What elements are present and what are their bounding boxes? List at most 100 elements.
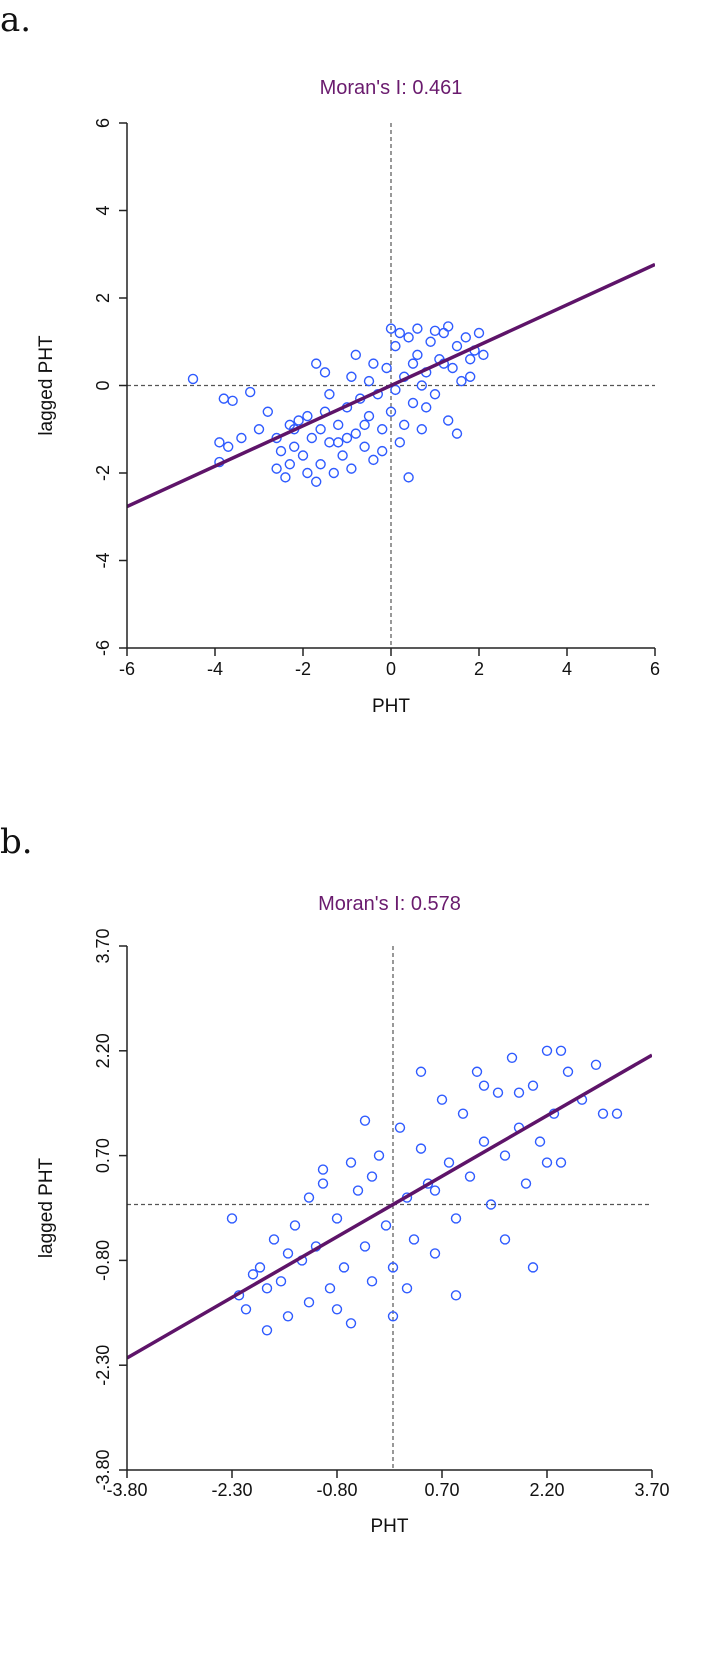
data-point [331, 1304, 343, 1315]
y-tick-label: -2 [93, 465, 113, 481]
data-point [416, 380, 427, 391]
data-point [429, 1185, 441, 1196]
y-tick-label: -4 [93, 552, 113, 568]
data-point [368, 358, 379, 369]
data-point [271, 432, 282, 444]
scatter-chart-a: Moran's I: 0.461 -6 -4 -2 0 2 4 6 -6 -4 -2 0 2 4 6 PHT l… [36, 77, 660, 717]
data-point [590, 1059, 602, 1070]
data-point [366, 1171, 378, 1182]
y-tick-label: -3.80 [93, 1449, 113, 1490]
fit-line [127, 262, 655, 509]
y-tick-label: 3.70 [93, 928, 113, 963]
data-point [275, 445, 287, 457]
data-point [451, 428, 463, 439]
data-point [407, 397, 419, 409]
data-point [187, 373, 199, 385]
y-tick-label: 0.70 [93, 1138, 113, 1173]
data-point [368, 454, 379, 466]
data-point [381, 362, 392, 374]
data-point [407, 358, 419, 369]
x-tick-label: 4 [562, 659, 572, 679]
data-point [240, 1304, 252, 1315]
panel-label-b: b. [0, 822, 33, 862]
data-point [302, 410, 313, 422]
chart-title: Moran's I: 0.461 [320, 77, 463, 99]
data-point [478, 349, 489, 361]
data-point [412, 349, 423, 361]
data-point [244, 386, 256, 398]
data-point [436, 1094, 448, 1105]
data-point [429, 389, 441, 400]
data-point [506, 1052, 518, 1063]
data-point [359, 441, 370, 452]
x-tick-label: 0.70 [424, 1480, 459, 1500]
data-point [562, 1066, 574, 1077]
data-point [541, 1157, 553, 1168]
data-point [218, 393, 230, 404]
data-point [280, 472, 291, 483]
data-point [359, 419, 370, 431]
data-point [317, 1178, 329, 1189]
data-point [366, 1276, 378, 1287]
data-point [380, 1220, 392, 1231]
data-point [385, 406, 397, 417]
data-point [345, 1157, 357, 1168]
data-point [319, 367, 331, 378]
data-point [373, 1150, 385, 1161]
data-point [394, 327, 405, 339]
data-point [429, 1248, 441, 1259]
data-point [262, 406, 273, 417]
data-point [597, 1108, 609, 1119]
x-tick-label: 6 [650, 659, 660, 679]
data-point [282, 1311, 294, 1322]
data-point [328, 467, 339, 479]
data-point [261, 1283, 273, 1294]
data-point [513, 1087, 525, 1098]
data-point [236, 432, 247, 444]
data-point [443, 1157, 455, 1168]
data-point [341, 432, 353, 444]
data-point [499, 1150, 511, 1161]
data-point [282, 1248, 294, 1259]
data-point [293, 415, 304, 426]
chart-title: Moran's I: 0.578 [318, 893, 461, 915]
y-axis-label: lagged PHT [36, 1157, 57, 1258]
data-point [555, 1157, 567, 1168]
data-point [324, 1283, 336, 1294]
panel-label-a: a. [0, 0, 32, 40]
data-point [456, 375, 467, 387]
data-point [271, 463, 282, 474]
data-point [315, 424, 326, 435]
data-point [387, 1262, 399, 1273]
data-point [350, 428, 361, 439]
data-point [555, 1045, 567, 1057]
x-tick-label: -6 [119, 659, 135, 679]
data-point [408, 1234, 420, 1245]
data-point [485, 1199, 497, 1210]
data-point [214, 437, 225, 448]
data-point [363, 410, 375, 422]
data-point [302, 467, 313, 479]
data-point [346, 463, 357, 474]
x-axis-label: PHT [372, 696, 410, 717]
data-point [275, 1276, 287, 1287]
y-tick-label: 4 [93, 205, 113, 215]
data-point [403, 332, 414, 343]
data-point [324, 389, 335, 400]
data-point [611, 1108, 623, 1119]
data-point [473, 327, 485, 339]
y-tick-label: -0.80 [93, 1240, 113, 1281]
data-point [289, 441, 300, 452]
data-point [222, 441, 234, 452]
points-group [187, 321, 489, 487]
data-point [346, 371, 357, 382]
data-point [412, 323, 423, 334]
data-point [284, 459, 295, 470]
data-point [333, 437, 344, 448]
data-point [324, 437, 335, 448]
y-tick-label: 0 [93, 380, 113, 390]
y-axis-label: lagged PHT [36, 335, 57, 436]
data-point [311, 358, 322, 369]
data-point [317, 1164, 329, 1175]
points-group [226, 1045, 623, 1336]
